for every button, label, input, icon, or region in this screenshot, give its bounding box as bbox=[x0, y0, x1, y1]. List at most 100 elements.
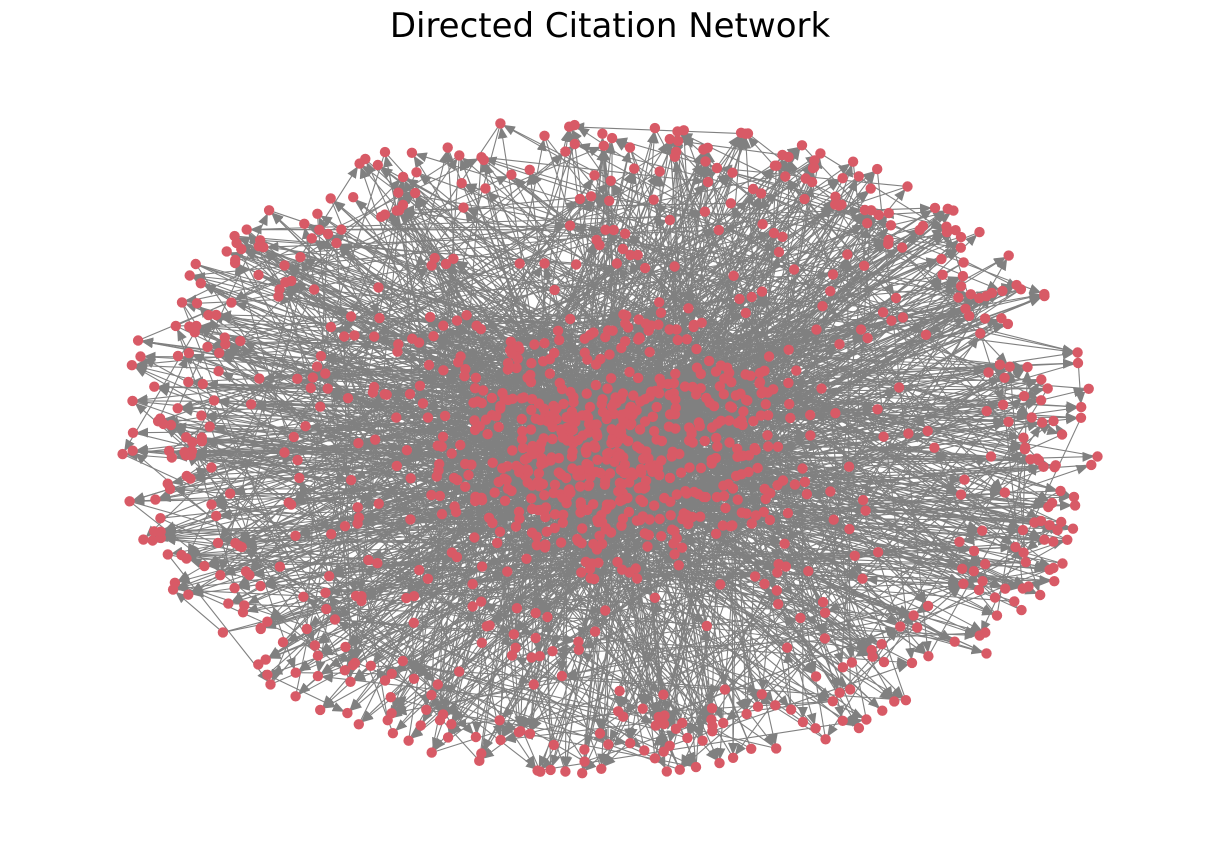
paper-node bbox=[773, 598, 784, 610]
paper-node bbox=[632, 372, 644, 384]
paper-node bbox=[320, 587, 331, 598]
paper-node bbox=[782, 642, 793, 653]
paper-node bbox=[530, 607, 541, 619]
paper-node bbox=[908, 610, 919, 621]
paper-node bbox=[958, 578, 969, 589]
paper-node bbox=[262, 669, 273, 680]
paper-node bbox=[290, 530, 301, 541]
citation-edge bbox=[175, 325, 296, 670]
paper-node bbox=[1022, 361, 1033, 373]
paper-node bbox=[534, 651, 545, 662]
paper-node bbox=[431, 471, 442, 482]
paper-node bbox=[369, 331, 380, 342]
paper-node bbox=[679, 381, 691, 392]
paper-node bbox=[1026, 412, 1037, 423]
citation-edge bbox=[628, 229, 720, 412]
citation-edge bbox=[460, 158, 697, 768]
paper-node bbox=[298, 591, 309, 602]
paper-node bbox=[604, 468, 616, 479]
paper-node bbox=[825, 486, 836, 497]
paper-node bbox=[756, 689, 767, 700]
paper-node bbox=[1043, 501, 1054, 513]
paper-node bbox=[873, 209, 884, 221]
paper-node bbox=[585, 573, 596, 584]
paper-node bbox=[263, 205, 275, 216]
paper-node bbox=[554, 377, 565, 389]
paper-node bbox=[897, 242, 908, 253]
paper-node bbox=[577, 523, 588, 534]
paper-node bbox=[526, 493, 537, 504]
paper-node bbox=[727, 167, 738, 178]
paper-node bbox=[958, 257, 969, 268]
paper-node bbox=[414, 380, 426, 391]
citation-edge bbox=[240, 238, 313, 545]
paper-node bbox=[538, 433, 549, 444]
citation-edge bbox=[801, 144, 1008, 365]
citation-edge bbox=[742, 165, 778, 711]
paper-node bbox=[571, 259, 582, 270]
paper-node bbox=[273, 291, 284, 302]
paper-node bbox=[460, 481, 471, 492]
paper-node bbox=[903, 428, 914, 439]
paper-node bbox=[1009, 596, 1020, 607]
paper-node bbox=[672, 135, 684, 147]
paper-node bbox=[594, 530, 605, 541]
citation-edge bbox=[604, 486, 793, 611]
paper-node bbox=[999, 372, 1010, 383]
paper-node bbox=[428, 331, 439, 342]
paper-node bbox=[392, 346, 403, 357]
citation-edge bbox=[349, 371, 630, 525]
paper-node bbox=[986, 287, 998, 299]
paper-node bbox=[1075, 412, 1087, 423]
paper-node bbox=[572, 533, 583, 545]
paper-node bbox=[601, 454, 612, 465]
citation-edge bbox=[595, 479, 965, 578]
citation-edge bbox=[177, 328, 351, 683]
citation-edge bbox=[464, 177, 593, 377]
paper-node bbox=[1057, 558, 1068, 569]
paper-node bbox=[624, 366, 635, 378]
paper-node bbox=[277, 637, 289, 648]
citation-edge bbox=[577, 142, 892, 226]
paper-node bbox=[152, 416, 164, 427]
citation-edge bbox=[656, 372, 989, 757]
paper-node bbox=[960, 303, 971, 314]
paper-node bbox=[150, 494, 161, 505]
paper-node bbox=[893, 382, 905, 393]
paper-node bbox=[592, 517, 604, 528]
paper-node bbox=[554, 334, 565, 346]
paper-node bbox=[1055, 485, 1066, 497]
citation-edge bbox=[554, 289, 736, 447]
paper-node bbox=[876, 639, 887, 650]
paper-node bbox=[459, 371, 470, 382]
paper-node bbox=[883, 207, 894, 219]
paper-node bbox=[732, 494, 743, 505]
paper-node bbox=[626, 467, 637, 478]
paper-node bbox=[665, 510, 676, 521]
citation-edge bbox=[688, 275, 964, 736]
paper-node bbox=[737, 419, 748, 431]
paper-node bbox=[617, 243, 629, 255]
paper-node bbox=[878, 431, 889, 442]
citation-edge bbox=[431, 583, 961, 754]
paper-node bbox=[738, 406, 749, 417]
citation-edge bbox=[330, 198, 379, 316]
paper-node bbox=[635, 494, 646, 505]
paper-node bbox=[581, 388, 592, 399]
paper-node bbox=[391, 460, 402, 472]
paper-node bbox=[711, 432, 722, 444]
paper-node bbox=[669, 151, 681, 162]
citation-edge bbox=[235, 182, 609, 544]
paper-node bbox=[190, 258, 201, 270]
paper-node bbox=[691, 389, 702, 400]
paper-node bbox=[695, 511, 706, 522]
paper-node bbox=[579, 347, 590, 358]
citation-edge bbox=[228, 603, 977, 640]
paper-node bbox=[573, 636, 584, 647]
paper-node bbox=[783, 377, 794, 389]
paper-node bbox=[803, 566, 814, 577]
paper-node bbox=[1004, 361, 1015, 372]
paper-node bbox=[1076, 401, 1087, 413]
paper-node bbox=[994, 359, 1006, 370]
paper-node bbox=[942, 203, 953, 214]
